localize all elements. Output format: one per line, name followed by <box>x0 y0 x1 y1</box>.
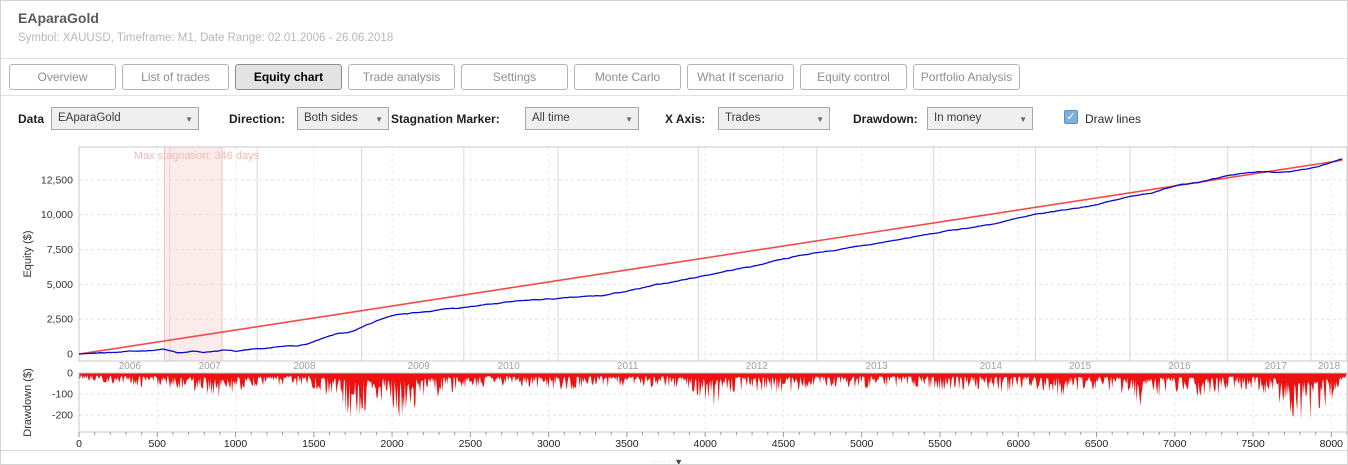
check-icon: ✓ <box>1066 111 1076 123</box>
svg-text:0: 0 <box>67 368 73 380</box>
svg-text:-200: -200 <box>52 410 73 422</box>
svg-text:500: 500 <box>149 438 167 450</box>
tab-settings[interactable]: Settings <box>461 64 568 90</box>
svg-text:0: 0 <box>76 438 82 450</box>
panel-resize-handle[interactable]: · · · · ▼ <box>613 457 723 465</box>
drawdown-select-value: In money <box>934 112 982 124</box>
chevron-down-icon: ▼ <box>816 115 824 124</box>
data-select-value: EAparaGold <box>58 112 121 124</box>
svg-text:5,000: 5,000 <box>47 279 73 291</box>
svg-text:2011: 2011 <box>617 361 639 372</box>
direction-label: Direction: <box>229 112 286 126</box>
drawdown-area <box>79 373 1347 421</box>
x-axis-label: X Axis: <box>665 112 706 126</box>
svg-text:4500: 4500 <box>772 438 796 450</box>
stagnation-marker-select-value: All time <box>532 112 570 124</box>
svg-text:6000: 6000 <box>1007 438 1031 450</box>
chevron-down-icon: ▼ <box>185 115 193 124</box>
page-title: EAparaGold <box>18 10 99 26</box>
svg-text:2016: 2016 <box>1168 361 1191 372</box>
chevron-down-icon: ▼ <box>375 115 383 124</box>
svg-text:2008: 2008 <box>293 361 316 372</box>
svg-text:1500: 1500 <box>302 438 326 450</box>
svg-text:3000: 3000 <box>537 438 561 450</box>
data-label: Data <box>18 112 45 126</box>
tab-trade-analysis[interactable]: Trade analysis <box>348 64 455 90</box>
stagnation-marker-label: Stagnation Marker: <box>391 112 500 126</box>
header-divider <box>1 58 1347 59</box>
svg-text:5000: 5000 <box>850 438 874 450</box>
svg-text:2500: 2500 <box>459 438 483 450</box>
svg-text:Drawdown ($): Drawdown ($) <box>22 368 34 436</box>
svg-text:2,500: 2,500 <box>47 314 73 326</box>
tab-monte-carlo[interactable]: Monte Carlo <box>574 64 681 90</box>
equity-line <box>78 158 1343 355</box>
svg-text:7000: 7000 <box>1163 438 1187 450</box>
svg-text:3500: 3500 <box>615 438 639 450</box>
tab-overview[interactable]: Overview <box>9 64 116 90</box>
x-axis-select-value: Trades <box>725 112 761 124</box>
chevron-down-icon: ▼ <box>625 115 633 124</box>
tab-list-of-trades[interactable]: List of trades <box>122 64 229 90</box>
svg-text:8000: 8000 <box>1320 438 1344 450</box>
svg-text:2009: 2009 <box>408 361 431 372</box>
svg-text:2006: 2006 <box>119 361 142 372</box>
handle-dots: · · · · <box>652 457 671 465</box>
svg-text:5500: 5500 <box>928 438 952 450</box>
charts-canvas: Max stagnation: 346 days 0 2,500 5,000 7,500… <box>22 146 1347 450</box>
svg-text:-100: -100 <box>52 389 73 401</box>
svg-text:7500: 7500 <box>1241 438 1265 450</box>
svg-text:12,500: 12,500 <box>41 174 73 186</box>
svg-text:2000: 2000 <box>380 438 404 450</box>
equity-plot: Max stagnation: 346 days 0 2,500 5,000 7,500… <box>22 146 1347 372</box>
page-subtitle: Symbol: XAUUSD, Timeframe: M1, Date Rang… <box>18 32 394 44</box>
tabs-divider <box>1 95 1347 96</box>
tab-equity-control[interactable]: Equity control <box>800 64 907 90</box>
stagnation-marker-band <box>164 147 223 361</box>
drawdown-label: Drawdown: <box>853 112 918 126</box>
svg-text:0: 0 <box>67 349 73 361</box>
svg-text:2018: 2018 <box>1318 361 1341 372</box>
svg-text:1000: 1000 <box>224 438 248 450</box>
svg-text:2010: 2010 <box>498 361 521 372</box>
svg-text:2013: 2013 <box>865 361 888 372</box>
svg-text:Equity ($): Equity ($) <box>22 230 34 277</box>
svg-text:4000: 4000 <box>693 438 717 450</box>
direction-select-value: Both sides <box>304 112 358 124</box>
direction-select[interactable]: Both sides ▼ <box>297 107 389 130</box>
chevron-down-icon: ▼ <box>674 457 684 465</box>
svg-text:2014: 2014 <box>980 361 1003 372</box>
bottom-divider <box>1 450 1347 451</box>
svg-text:7,500: 7,500 <box>47 244 73 256</box>
data-select[interactable]: EAparaGold ▼ <box>51 107 199 130</box>
svg-text:Max stagnation: 346 days: Max stagnation: 346 days <box>134 150 260 162</box>
svg-text:6500: 6500 <box>1085 438 1109 450</box>
draw-lines-label: Draw lines <box>1085 112 1142 126</box>
drawdown-select[interactable]: In money ▼ <box>927 107 1033 130</box>
svg-text:2015: 2015 <box>1069 361 1092 372</box>
svg-text:2007: 2007 <box>199 361 222 372</box>
chevron-down-icon: ▼ <box>1019 115 1027 124</box>
svg-text:10,000: 10,000 <box>41 209 73 221</box>
draw-lines-checkbox[interactable]: ✓ <box>1064 110 1078 124</box>
tab-bar: Overview List of trades Equity chart Tra… <box>9 64 1020 90</box>
trend-line <box>78 159 1343 355</box>
svg-text:2017: 2017 <box>1265 361 1288 372</box>
x-axis-select[interactable]: Trades ▼ <box>718 107 830 130</box>
svg-text:2012: 2012 <box>746 361 769 372</box>
tab-what-if-scenario[interactable]: What If scenario <box>687 64 794 90</box>
drawdown-plot: 0 -100 -200 0 500 1000 1500 2000 2500 3000 3500 400… <box>22 368 1347 450</box>
stagnation-marker-select[interactable]: All time ▼ <box>525 107 639 130</box>
tab-equity-chart[interactable]: Equity chart <box>235 64 342 90</box>
tab-portfolio-analysis[interactable]: Portfolio Analysis <box>913 64 1020 90</box>
